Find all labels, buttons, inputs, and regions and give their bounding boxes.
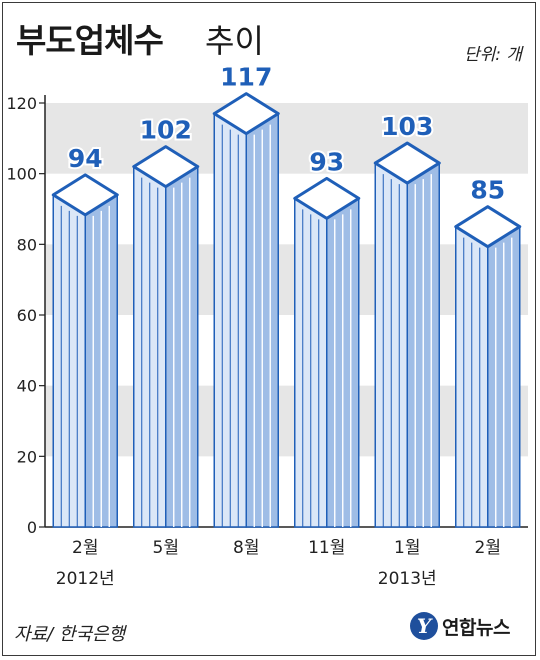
unit-label: 단위: 개: [463, 45, 522, 65]
x-tick-label: 11월: [308, 538, 345, 558]
y-tick-label: 0: [27, 518, 37, 537]
year-label: 2013년: [378, 569, 437, 589]
year-label: 2012년: [56, 569, 115, 589]
bar: [373, 141, 441, 528]
chart-title-suffix: 추이: [205, 22, 264, 60]
axes: 0 20 40 60 80 100 120: [6, 94, 528, 537]
y-tick-label: 120: [6, 94, 37, 113]
y-tick-label: 40: [17, 377, 37, 396]
grid-band: [45, 244, 528, 315]
bar-top: [132, 145, 200, 189]
bar-top: [454, 205, 522, 249]
bar-top: [212, 92, 280, 136]
bars: [51, 92, 522, 528]
x-tick-label: 5월: [153, 538, 179, 558]
source-label: 자료/ 한국은행: [14, 624, 126, 645]
bar-top: [293, 176, 361, 220]
bar: [212, 92, 280, 528]
bar: [51, 173, 119, 528]
data-label: 117: [220, 63, 272, 92]
y-tick-label: 60: [17, 306, 37, 325]
bar-top: [373, 141, 441, 185]
data-label: 93: [309, 147, 344, 176]
yonhap-logo: Y 연합뉴스: [410, 612, 510, 640]
data-label: 102: [140, 116, 192, 145]
bar: [454, 205, 522, 528]
x-tick-label: 2월: [72, 538, 98, 558]
bar: [293, 176, 361, 528]
grid-band: [45, 103, 528, 174]
data-label: 94: [68, 144, 103, 173]
grid-band: [45, 385, 528, 457]
yonhap-logo-text: 연합뉴스: [442, 616, 510, 639]
x-tick-label: 1월: [394, 538, 420, 558]
y-tick-label: 100: [6, 165, 37, 184]
data-label: 103: [381, 112, 433, 141]
x-tick-label: 2월: [475, 538, 501, 558]
chart-title: 부도업체수: [16, 21, 164, 60]
bar: [132, 145, 200, 528]
x-tick-label: 8월: [233, 538, 259, 558]
yonhap-logo-icon: Y: [410, 612, 438, 640]
y-tick-label: 80: [17, 235, 37, 254]
data-label: 85: [470, 176, 505, 205]
y-tick-label: 20: [17, 447, 37, 466]
grid-bands: [45, 103, 528, 457]
labels: 94 2월 102 5월 117 8월 93 11월 103 1월 85 2월 2012년 2013년: [56, 61, 507, 589]
bar-top: [51, 173, 119, 217]
